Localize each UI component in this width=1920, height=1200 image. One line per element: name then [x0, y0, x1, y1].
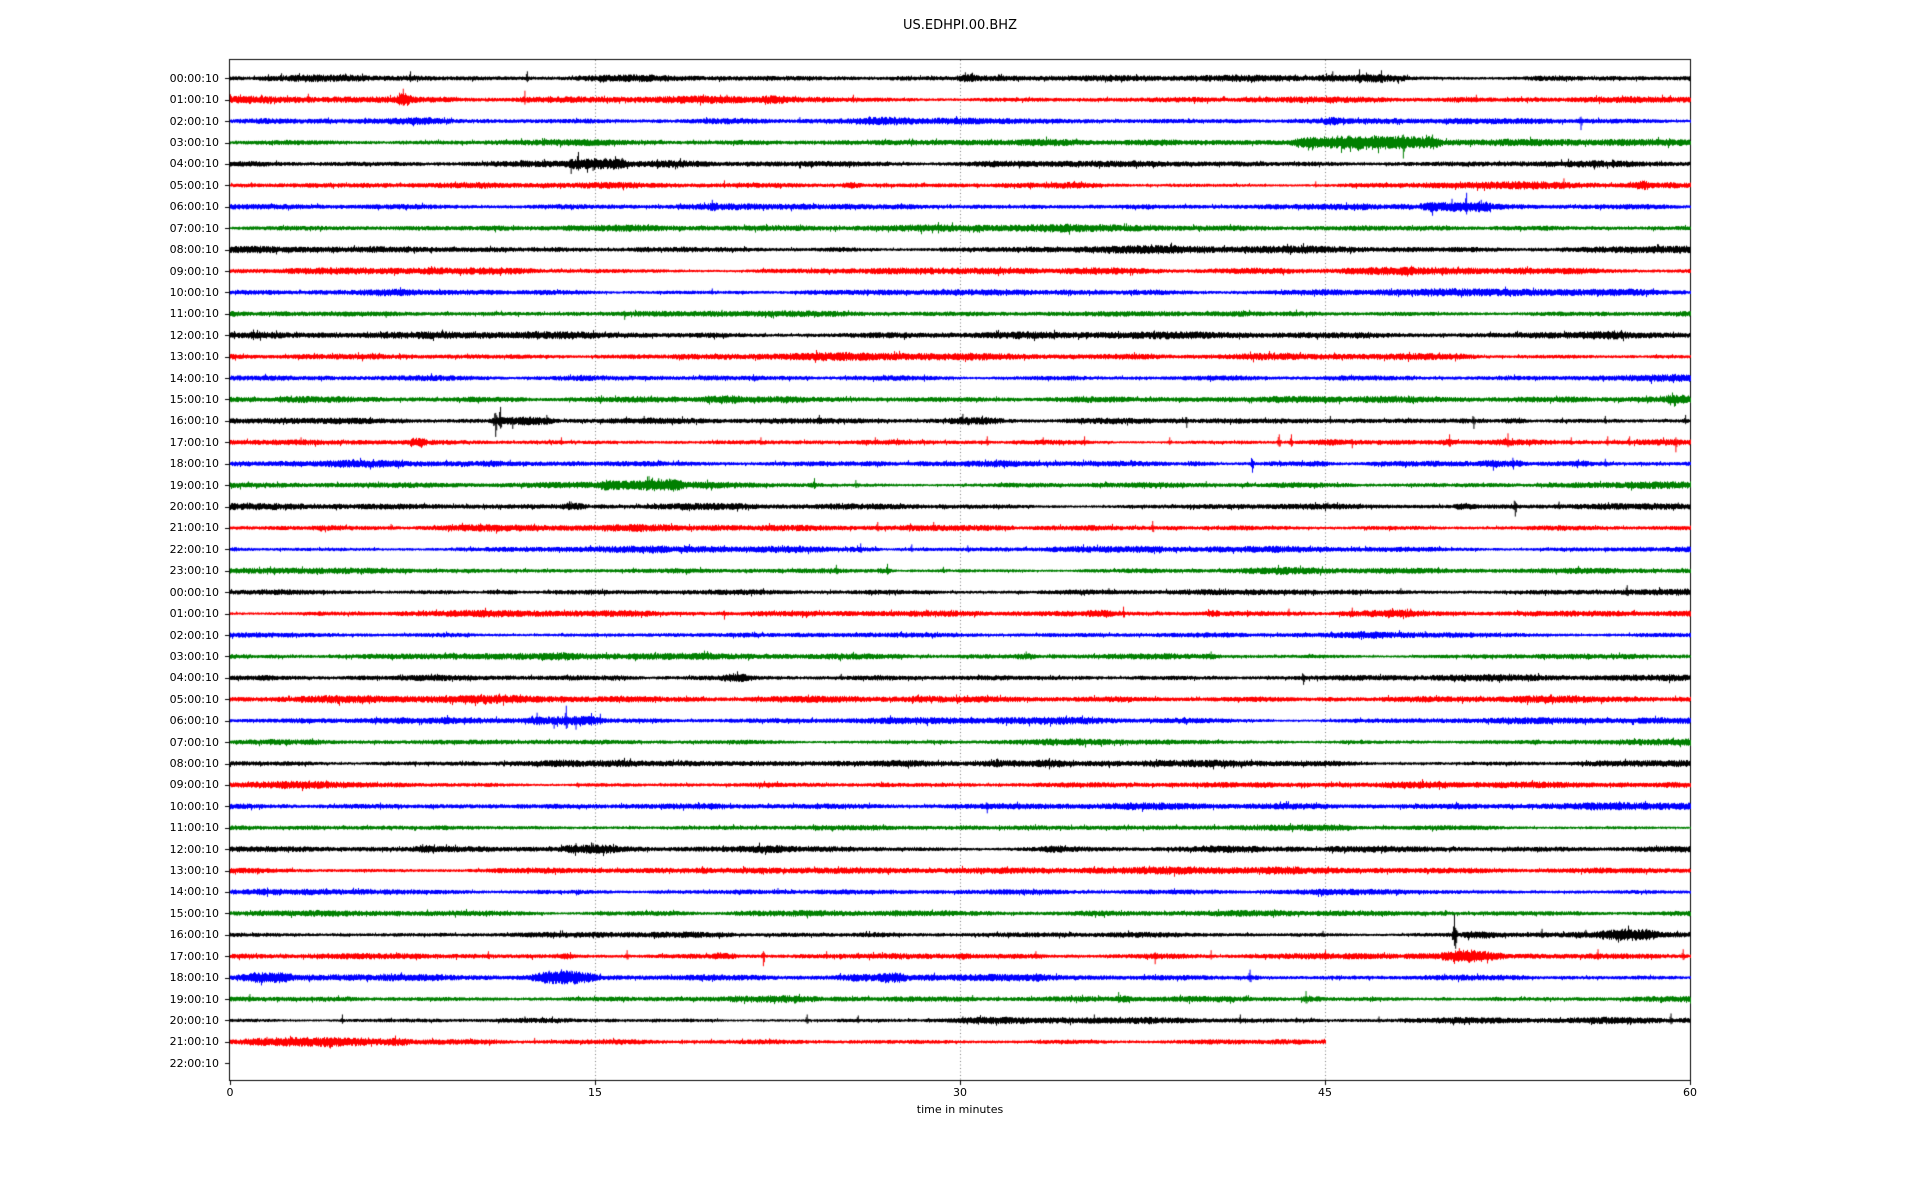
- y-tick-label: 08:00:10: [169, 243, 219, 257]
- y-tick-label: 04:00:10: [169, 671, 219, 685]
- y-tick-label: 10:00:10: [169, 799, 219, 813]
- y-tick-label: 20:00:10: [169, 1013, 219, 1027]
- y-tick-label: 18:00:10: [169, 457, 219, 471]
- y-tick-label: 20:00:10: [169, 500, 219, 514]
- y-tick-label: 07:00:10: [169, 735, 219, 749]
- x-axis-title: time in minutes: [916, 1103, 1004, 1116]
- y-tick-label: 14:00:10: [169, 371, 219, 385]
- y-tick-label: 02:00:10: [169, 628, 219, 642]
- y-tick-label: 00:00:10: [169, 585, 219, 599]
- y-tick-label: 02:00:10: [169, 114, 219, 128]
- y-tick-label: 17:00:10: [169, 949, 219, 963]
- y-tick-label: 04:00:10: [169, 157, 219, 171]
- x-tick-label: 45: [1318, 1086, 1332, 1099]
- x-tick-label: 15: [588, 1086, 602, 1099]
- y-tick-label: 06:00:10: [169, 714, 219, 728]
- y-tick-label: 03:00:10: [169, 136, 219, 150]
- y-tick-label: 11:00:10: [169, 307, 219, 321]
- y-tick-label: 21:00:10: [169, 521, 219, 535]
- y-tick-label: 12:00:10: [169, 328, 219, 342]
- y-tick-label: 22:00:10: [169, 542, 219, 556]
- y-tick-label: 16:00:10: [169, 928, 219, 942]
- y-tick-label: 05:00:10: [169, 692, 219, 706]
- y-tick-label: 16:00:10: [169, 414, 219, 428]
- y-tick-label: 15:00:10: [169, 906, 219, 920]
- y-tick-label: 18:00:10: [169, 971, 219, 985]
- y-tick-label: 13:00:10: [169, 350, 219, 364]
- y-tick-label: 01:00:10: [169, 607, 219, 621]
- y-tick-label: 06:00:10: [169, 200, 219, 214]
- y-tick-label: 21:00:10: [169, 1035, 219, 1049]
- y-tick-label: 22:00:10: [169, 1056, 219, 1070]
- y-tick-label: 05:00:10: [169, 178, 219, 192]
- y-tick-label: 11:00:10: [169, 821, 219, 835]
- y-tick-label: 08:00:10: [169, 757, 219, 771]
- y-tick-label: 10:00:10: [169, 285, 219, 299]
- y-tick-label: 03:00:10: [169, 649, 219, 663]
- y-tick-label: 19:00:10: [169, 478, 219, 492]
- y-tick-label: 23:00:10: [169, 564, 219, 578]
- y-tick-label: 09:00:10: [169, 264, 219, 278]
- y-tick-label: 01:00:10: [169, 93, 219, 107]
- y-tick-label: 12:00:10: [169, 842, 219, 856]
- x-tick-label: 0: [226, 1086, 234, 1099]
- x-tick-label: 30: [953, 1086, 967, 1099]
- y-tick-label: 07:00:10: [169, 221, 219, 235]
- y-tick-label: 17:00:10: [169, 435, 219, 449]
- y-tick-label: 19:00:10: [169, 992, 219, 1006]
- y-tick-label: 15:00:10: [169, 392, 219, 406]
- y-tick-label: 09:00:10: [169, 778, 219, 792]
- y-tick-label: 13:00:10: [169, 864, 219, 878]
- y-tick-label: 14:00:10: [169, 885, 219, 899]
- y-tick-label: 00:00:10: [169, 71, 219, 85]
- x-tick-label: 60: [1683, 1086, 1697, 1099]
